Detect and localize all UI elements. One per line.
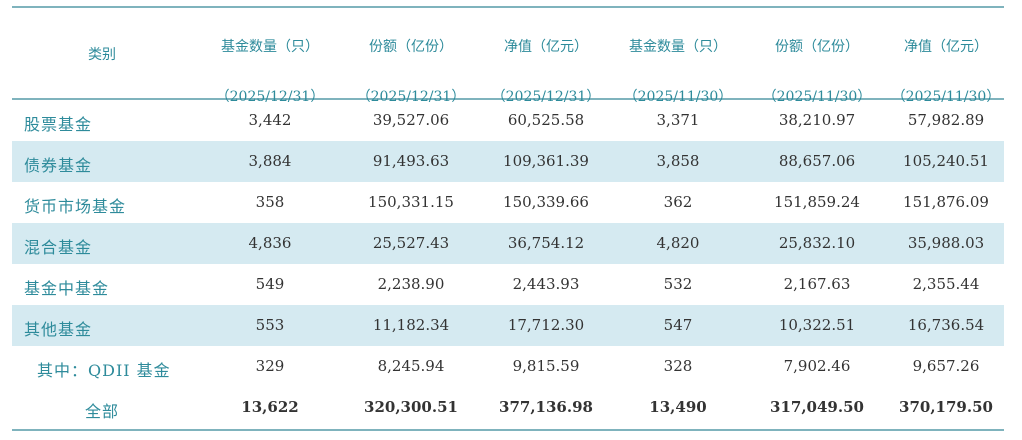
- table-cell: 57,982.89: [907, 111, 985, 129]
- header-column-date: （2025/11/30）: [762, 89, 872, 105]
- header-column: 净值（亿元） （2025/11/30）: [876, 22, 1016, 122]
- table-row: 混合基金 4,836 25,527.43 36,754.12 4,820 25,832.1…: [12, 223, 1004, 264]
- row-label: 其他基金: [24, 320, 93, 339]
- header-column-date: （2025/11/30）: [891, 89, 1001, 105]
- table-cell: 11,182.34: [372, 316, 450, 334]
- table-cell: 7,902.46: [783, 357, 851, 375]
- row-label: 债券基金: [24, 156, 93, 175]
- table-cell: 38,210.97: [778, 111, 856, 129]
- header-column-date: （2025/12/31）: [491, 89, 601, 105]
- header-column: 基金数量（只） （2025/12/31）: [200, 22, 340, 122]
- table-cell: 13,622: [241, 398, 299, 416]
- table-cell: 10,322.51: [778, 316, 856, 334]
- table-cell: 3,442: [248, 111, 292, 129]
- table-cell: 150,339.66: [503, 193, 589, 211]
- header-column-date: （2025/12/31）: [356, 89, 466, 105]
- table-row: 货币市场基金 358 150,331.15 150,339.66 362 151,859.…: [12, 182, 1004, 223]
- table-cell: 2,238.90: [377, 275, 445, 293]
- fund-statistics-table: 类别 基金数量（只） （2025/12/31） 份额（亿份） （2025/12/31）…: [12, 6, 1004, 431]
- table-cell: 329: [255, 357, 285, 375]
- table-cell: 35,988.03: [907, 234, 985, 252]
- table-cell: 9,657.26: [912, 357, 980, 375]
- table-cell: 105,240.51: [903, 152, 989, 170]
- table-cell: 151,876.09: [903, 193, 989, 211]
- table-cell: 13,490: [649, 398, 707, 416]
- table-row: 其中：QDII 基金 329 8,245.94 9,815.59 328 7,902.46…: [12, 346, 1004, 387]
- header-column-title: 基金数量（只）: [221, 39, 319, 55]
- table-cell: 3,371: [656, 111, 700, 129]
- header-column-title: 净值（亿元）: [904, 39, 988, 55]
- header-column-date: （2025/12/31）: [215, 89, 325, 105]
- header-column: 份额（亿份） （2025/12/31）: [341, 22, 481, 122]
- table-row: 其他基金 553 11,182.34 17,712.30 547 10,322.51 16,…: [12, 305, 1004, 346]
- table-cell: 88,657.06: [778, 152, 856, 170]
- row-label: 混合基金: [24, 238, 93, 257]
- row-label: 其中：QDII 基金: [37, 361, 171, 380]
- table-cell: 39,527.06: [372, 111, 450, 129]
- table-cell: 370,179.50: [899, 398, 993, 416]
- header-column-title: 份额（亿份）: [369, 39, 453, 55]
- table-cell: 3,858: [656, 152, 700, 170]
- table-cell: 328: [663, 357, 693, 375]
- table-cell: 109,361.39: [503, 152, 589, 170]
- table-cell: 4,836: [248, 234, 292, 252]
- table-cell: 2,167.63: [783, 275, 851, 293]
- header-column-title: 基金数量（只）: [629, 39, 727, 55]
- table-cell: 547: [663, 316, 693, 334]
- table-cell: 151,859.24: [774, 193, 860, 211]
- table-cell: 377,136.98: [499, 398, 593, 416]
- header-column-title: 净值（亿元）: [504, 39, 588, 55]
- header-column: 基金数量（只） （2025/11/30）: [608, 22, 748, 122]
- table-cell: 25,832.10: [778, 234, 856, 252]
- table-row: 基金中基金 549 2,238.90 2,443.93 532 2,167.63 2,355…: [12, 264, 1004, 305]
- header-column-title: 份额（亿份）: [775, 39, 859, 55]
- table-cell: 17,712.30: [507, 316, 585, 334]
- table-cell: 25,527.43: [372, 234, 450, 252]
- row-label: 股票基金: [24, 115, 93, 134]
- header-category: 类别: [88, 47, 116, 63]
- table-cell: 2,355.44: [912, 275, 980, 293]
- table-cell: 8,245.94: [377, 357, 445, 375]
- row-label: 全部: [84, 402, 119, 421]
- table-cell: 362: [663, 193, 693, 211]
- table-cell: 532: [663, 275, 693, 293]
- header-column-date: （2025/11/30）: [623, 89, 733, 105]
- table-cell: 4,820: [656, 234, 700, 252]
- header-column: 份额（亿份） （2025/11/30）: [747, 22, 887, 122]
- table-cell: 553: [255, 316, 285, 334]
- table-cell: 60,525.58: [507, 111, 585, 129]
- table-cell: 549: [255, 275, 285, 293]
- table-cell: 9,815.59: [512, 357, 580, 375]
- table-cell: 16,736.54: [907, 316, 985, 334]
- total-row: 全部 13,622 320,300.51 377,136.98 13,490 317,04…: [12, 387, 1004, 429]
- table-row: 债券基金 3,884 91,493.63 109,361.39 3,858 88,657.…: [12, 141, 1004, 182]
- table-cell: 320,300.51: [364, 398, 458, 416]
- table-cell: 317,049.50: [770, 398, 864, 416]
- table-cell: 36,754.12: [507, 234, 585, 252]
- table-cell: 358: [255, 193, 285, 211]
- table-header: 类别 基金数量（只） （2025/12/31） 份额（亿份） （2025/12/31）…: [12, 8, 1004, 105]
- row-label: 货币市场基金: [24, 197, 127, 216]
- table-cell: 91,493.63: [372, 152, 450, 170]
- row-label: 基金中基金: [24, 279, 110, 298]
- header-column: 净值（亿元） （2025/12/31）: [476, 22, 616, 122]
- table-cell: 2,443.93: [512, 275, 580, 293]
- table-row: 股票基金 3,442 39,527.06 60,525.58 3,371 38,210.9…: [12, 100, 1004, 141]
- table-cell: 3,884: [248, 152, 292, 170]
- table-cell: 150,331.15: [368, 193, 454, 211]
